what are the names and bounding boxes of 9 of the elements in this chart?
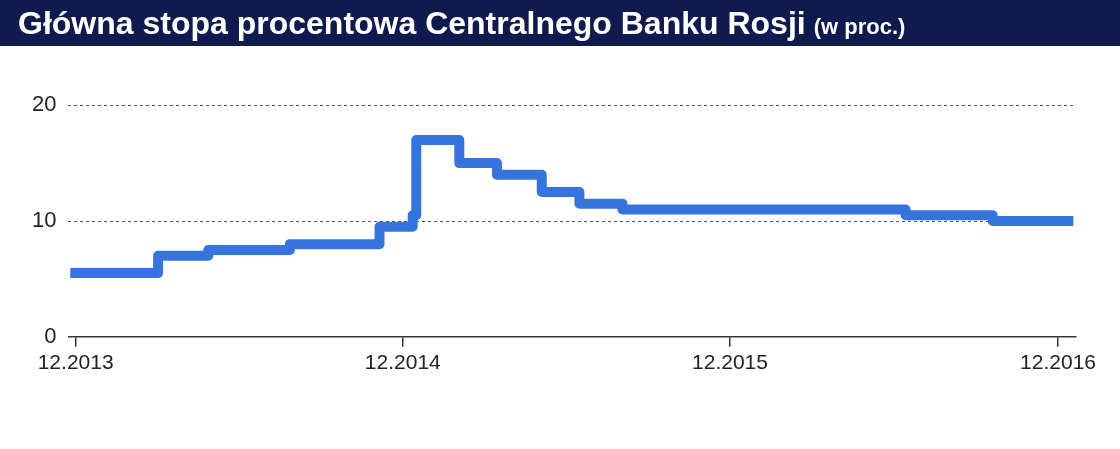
chart-title: Główna stopa procentowa Centralnego Banku Rosji	[18, 4, 806, 43]
x-tick-label: 12.2016	[1020, 350, 1097, 374]
x-tick-label: 12.2015	[692, 350, 768, 374]
y-tick-label: 10	[31, 207, 57, 233]
y-tick-label: 20	[31, 91, 57, 117]
x-tick-label: 12.2014	[364, 350, 442, 374]
x-tick-label: 12.2013	[37, 350, 114, 374]
chart-subtitle: (w proc.)	[813, 14, 906, 40]
y-tick-label: 0	[44, 322, 57, 348]
